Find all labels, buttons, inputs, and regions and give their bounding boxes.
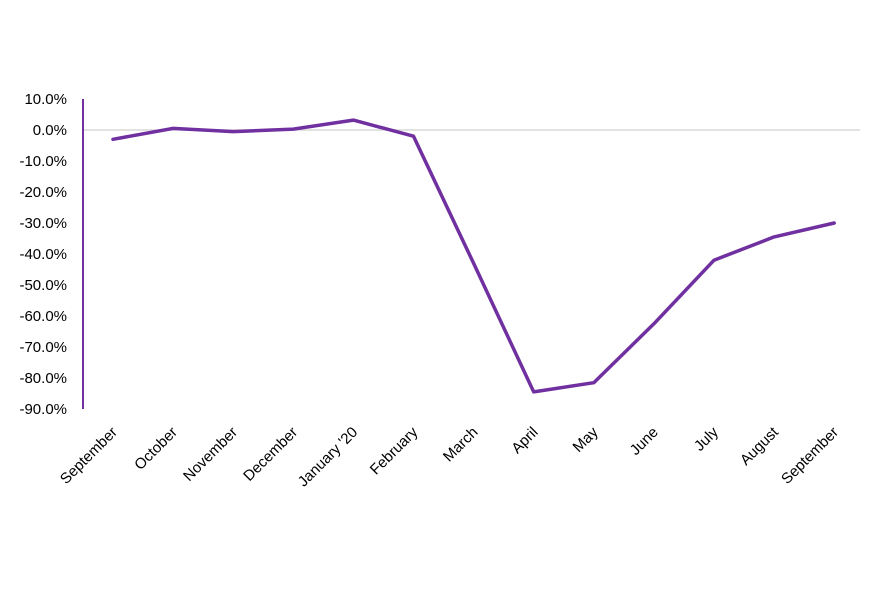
y-tick-label: -40.0% <box>19 246 67 263</box>
x-tick-label: October <box>131 424 181 474</box>
x-tick-label: April <box>508 424 541 457</box>
series-line <box>111 118 836 394</box>
x-tick-label: March <box>440 424 481 465</box>
x-tick-label: May <box>570 423 602 455</box>
y-tick-label: -50.0% <box>19 277 67 294</box>
y-tick-label: -60.0% <box>19 308 67 325</box>
y-tick-label: 10.0% <box>24 91 67 108</box>
y-tick-label: -10.0% <box>19 153 67 170</box>
x-tick-label: September <box>778 424 842 488</box>
x-axis-tick-labels: September October November DecemberJanuary … <box>57 423 842 490</box>
y-tick-label: -70.0% <box>19 339 67 356</box>
y-tick-label: -90.0% <box>19 401 67 418</box>
x-tick-label: November <box>180 424 241 485</box>
x-tick-label: August <box>737 423 783 469</box>
y-axis-tick-labels: 10.0% 0.0% -10.0% -20.0% -30.0% -40.0% -50.0% -… <box>19 91 67 418</box>
y-tick-label: -80.0% <box>19 370 67 387</box>
x-tick-label: December <box>240 424 301 485</box>
y-tick-label: -20.0% <box>19 184 67 201</box>
x-tick-label: September <box>57 424 121 488</box>
x-tick-label: February <box>367 423 422 478</box>
x-tick-label: January '20 <box>295 424 362 491</box>
y-tick-label: -30.0% <box>19 215 67 232</box>
y-tick-label: 0.0% <box>33 122 67 139</box>
x-tick-label: July <box>691 423 722 454</box>
x-tick-label: June <box>627 424 662 459</box>
